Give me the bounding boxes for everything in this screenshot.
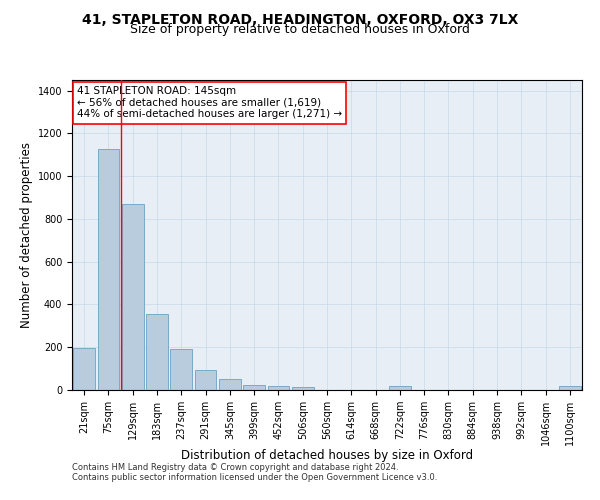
- Text: 41 STAPLETON ROAD: 145sqm
← 56% of detached houses are smaller (1,619)
44% of se: 41 STAPLETON ROAD: 145sqm ← 56% of detac…: [77, 86, 342, 120]
- Bar: [389, 386, 411, 390]
- Text: Contains public sector information licensed under the Open Government Licence v3: Contains public sector information licen…: [72, 474, 437, 482]
- Y-axis label: Number of detached properties: Number of detached properties: [20, 142, 34, 328]
- Bar: [194, 370, 217, 390]
- Bar: [243, 384, 265, 390]
- Bar: [559, 386, 581, 390]
- Bar: [122, 204, 143, 390]
- Text: Contains HM Land Registry data © Crown copyright and database right 2024.: Contains HM Land Registry data © Crown c…: [72, 464, 398, 472]
- Text: Size of property relative to detached houses in Oxford: Size of property relative to detached ho…: [130, 22, 470, 36]
- Bar: [146, 314, 168, 390]
- X-axis label: Distribution of detached houses by size in Oxford: Distribution of detached houses by size …: [181, 449, 473, 462]
- Bar: [97, 150, 119, 390]
- Bar: [73, 348, 95, 390]
- Text: 41, STAPLETON ROAD, HEADINGTON, OXFORD, OX3 7LX: 41, STAPLETON ROAD, HEADINGTON, OXFORD, …: [82, 12, 518, 26]
- Bar: [292, 387, 314, 390]
- Bar: [268, 386, 289, 390]
- Bar: [219, 379, 241, 390]
- Bar: [170, 350, 192, 390]
